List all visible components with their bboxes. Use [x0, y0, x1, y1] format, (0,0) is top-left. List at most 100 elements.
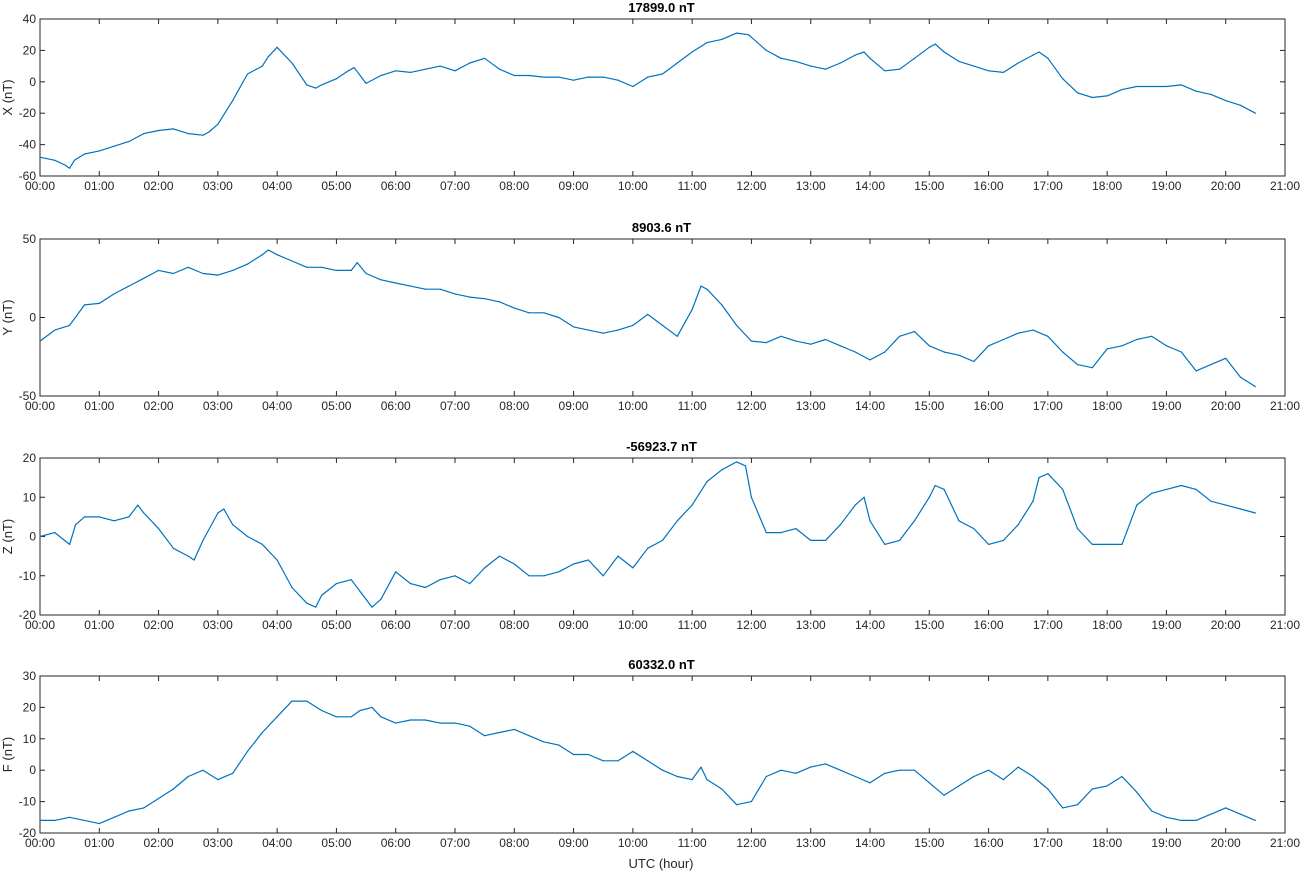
- data-point: [232, 524, 234, 526]
- data-point: [632, 324, 634, 326]
- data-point: [661, 769, 664, 771]
- panel-z: 00:00 01:00 02:00 03:00 04:00 05:00 06:00 07:00…: [0, 439, 1300, 632]
- data-point: [750, 340, 753, 342]
- data-point: [1076, 92, 1079, 94]
- x-tick-label: 15:00: [914, 836, 944, 850]
- x-tick-label: 06:00: [381, 399, 411, 413]
- x-tick-label: 11:00: [678, 836, 707, 850]
- data-point: [810, 65, 812, 67]
- data-point: [913, 520, 916, 522]
- data-point: [371, 606, 373, 608]
- data-point: [83, 153, 86, 155]
- data-point: [1225, 504, 1227, 506]
- y-tick-label: 0: [29, 530, 36, 544]
- x-tick-label: 02:00: [144, 399, 174, 413]
- data-point: [202, 134, 204, 136]
- data-point: [128, 285, 130, 287]
- data-point: [928, 496, 930, 498]
- data-point: [661, 539, 664, 542]
- x-tick-label: 18:00: [1092, 179, 1122, 193]
- data-point: [74, 524, 77, 526]
- data-point: [1091, 543, 1093, 545]
- data-point: [795, 340, 797, 342]
- x-tick-label: 04:00: [262, 618, 292, 632]
- data-point: [632, 85, 634, 88]
- data-point: [824, 763, 827, 765]
- data-point: [276, 46, 278, 48]
- x-tick-label: 14:00: [855, 618, 885, 632]
- y-tick-label: 0: [29, 763, 36, 777]
- data-point: [913, 57, 916, 59]
- x-tick-label: 11:00: [678, 399, 707, 413]
- x-tick-label: 06:00: [381, 618, 411, 632]
- data-point: [54, 329, 56, 331]
- x-tick-label: 13:00: [796, 618, 826, 632]
- data-point: [676, 520, 678, 522]
- x-tick-label: 01:00: [84, 179, 114, 193]
- data-point: [291, 586, 293, 589]
- data-point: [321, 709, 323, 712]
- data-point: [1254, 512, 1256, 514]
- data-point: [513, 563, 515, 565]
- data-point: [558, 571, 560, 573]
- data-point: [276, 716, 278, 718]
- data-point: [617, 555, 619, 557]
- x-tick-label: 19:00: [1151, 836, 1181, 850]
- data-point: [371, 706, 373, 709]
- x-tick-label: 17:00: [1033, 836, 1063, 850]
- data-point: [854, 351, 856, 353]
- data-point: [157, 528, 160, 530]
- data-point: [1136, 504, 1138, 506]
- data-point: [157, 797, 160, 800]
- x-tick-label: 17:00: [1033, 179, 1063, 193]
- data-point: [721, 38, 723, 41]
- x-tick-label: 18:00: [1092, 836, 1122, 850]
- data-point: [647, 76, 649, 78]
- data-point: [484, 735, 486, 737]
- data-point: [335, 78, 338, 80]
- data-point: [810, 343, 812, 345]
- data-point: [647, 760, 649, 762]
- data-point: [424, 68, 426, 70]
- data-point: [83, 516, 86, 518]
- x-tick-label: 04:00: [262, 399, 292, 413]
- x-tick-label: 10:00: [618, 618, 648, 632]
- data-series-line: [40, 700, 1256, 825]
- x-tick-label: 08:00: [499, 399, 529, 413]
- x-tick-label: 08:00: [499, 179, 529, 193]
- data-point: [347, 70, 349, 72]
- data-point: [958, 60, 960, 62]
- data-point: [439, 65, 441, 67]
- data-point: [172, 547, 174, 549]
- data-point: [1195, 819, 1197, 822]
- data-point: [217, 779, 219, 781]
- data-point: [736, 461, 738, 463]
- data-point: [721, 304, 723, 306]
- data-point: [824, 338, 827, 341]
- data-point: [661, 324, 664, 326]
- data-point: [261, 731, 263, 734]
- data-point: [1002, 71, 1004, 73]
- data-point: [217, 123, 219, 125]
- data-point: [1165, 85, 1168, 88]
- data-point: [246, 263, 249, 265]
- data-point: [973, 775, 975, 778]
- data-point: [1239, 508, 1242, 510]
- data-point: [780, 769, 782, 771]
- data-point: [513, 74, 515, 77]
- data-point: [1002, 338, 1004, 341]
- data-point: [1210, 93, 1212, 95]
- data-point: [157, 129, 160, 132]
- data-point: [765, 775, 767, 778]
- data-point: [187, 775, 189, 778]
- data-point: [661, 73, 664, 75]
- data-point: [261, 65, 263, 67]
- y-axis-label: Y (nT): [0, 300, 15, 336]
- data-point: [424, 586, 426, 589]
- x-tick-label: 09:00: [559, 179, 589, 193]
- data-point: [765, 531, 767, 534]
- data-point: [484, 567, 486, 569]
- data-point: [395, 70, 397, 72]
- data-point: [335, 269, 338, 271]
- data-point: [973, 65, 975, 67]
